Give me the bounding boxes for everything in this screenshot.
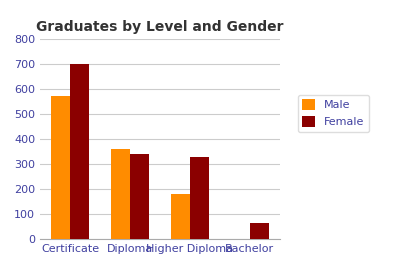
Bar [190, 157, 209, 239]
Bar [130, 154, 149, 239]
Title: Graduates by Level and Gender: Graduates by Level and Gender [36, 19, 284, 34]
Bar [171, 194, 190, 239]
Bar [51, 96, 70, 239]
Bar [111, 149, 130, 239]
Bar [70, 64, 89, 239]
Bar [250, 223, 269, 239]
Legend: Male, Female: Male, Female [298, 95, 369, 132]
